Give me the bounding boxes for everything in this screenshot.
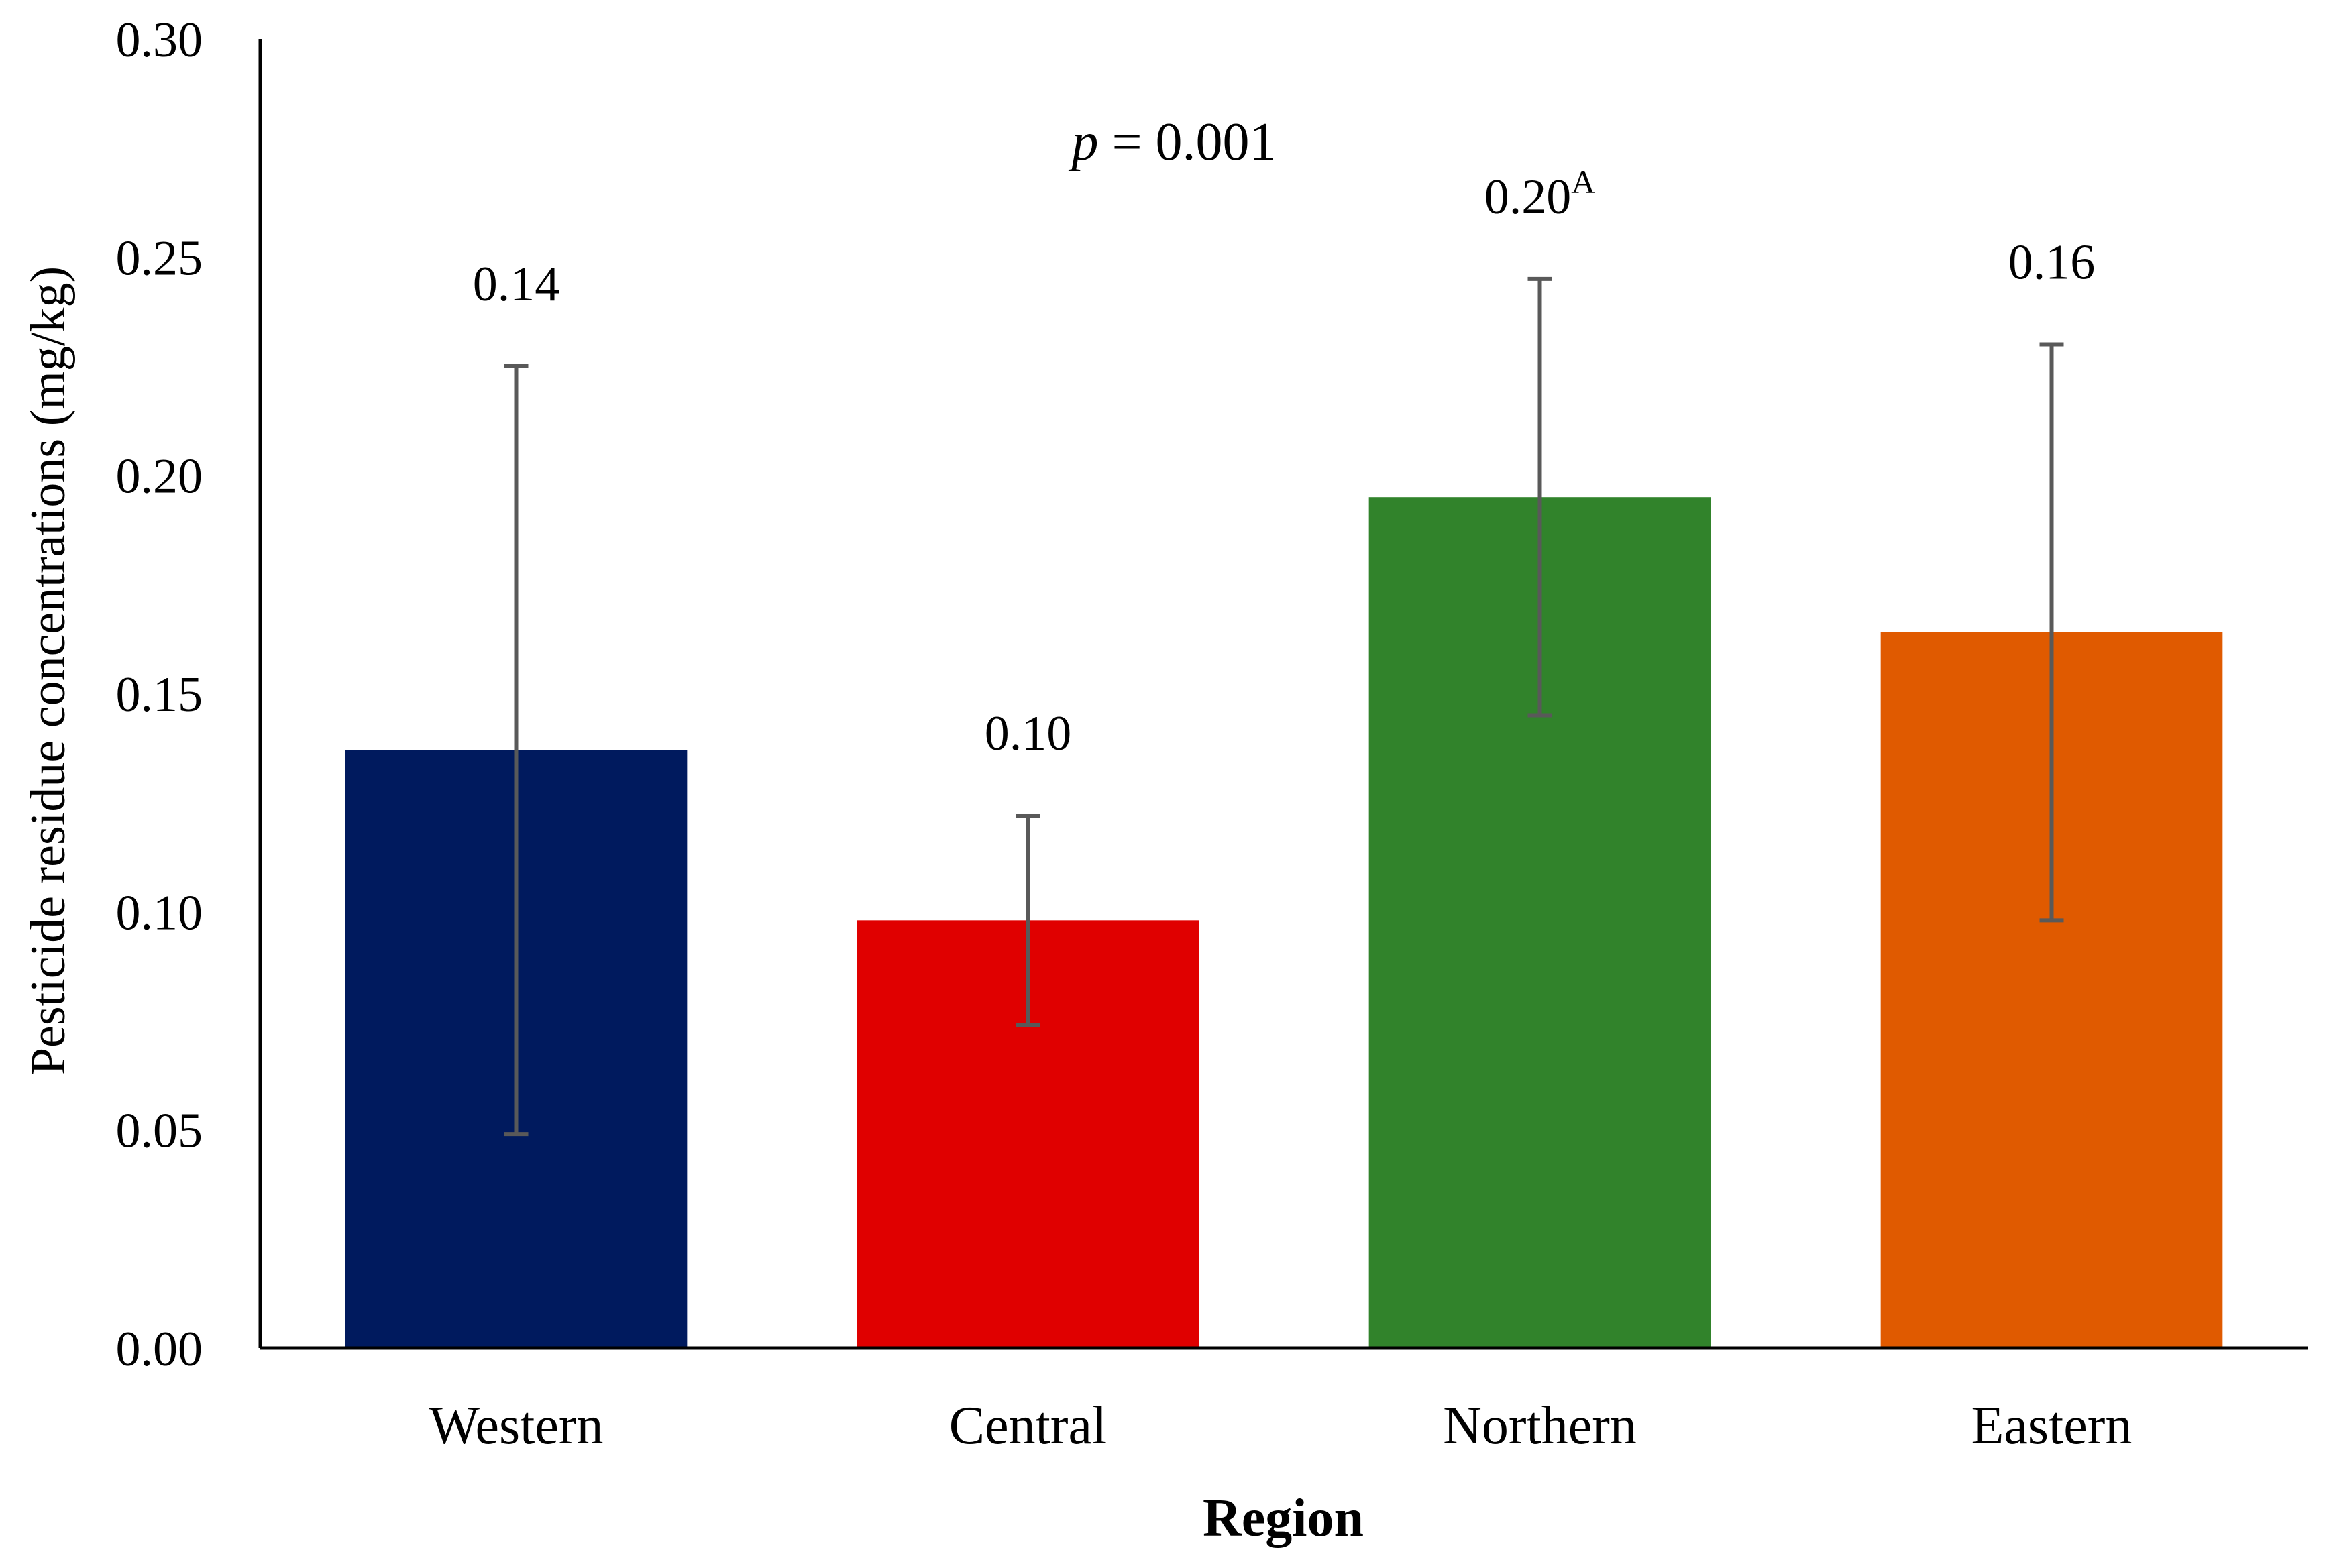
error-bar-eastern	[2039, 342, 2064, 923]
category-label-eastern: Eastern	[1971, 1396, 2132, 1455]
category-label-central: Central	[949, 1396, 1107, 1455]
data-label-central: 0.10	[985, 706, 1072, 761]
y-tick-label: 0.00	[116, 1322, 203, 1377]
y-tick-label: 0.05	[116, 1104, 203, 1159]
p-value-annotation: p = 0.001	[1068, 113, 1276, 172]
error-bar-western	[504, 364, 529, 1137]
error-bar-central	[1016, 814, 1040, 1027]
error-bar-northern	[1527, 276, 1552, 718]
bars-group	[345, 497, 2223, 1349]
x-axis-categories: Western Central Northern Eastern	[429, 1396, 2132, 1455]
y-tick-label: 0.20	[116, 449, 203, 504]
p-text: = 0.001	[1098, 113, 1276, 172]
y-tick-label: 0.15	[116, 667, 203, 722]
data-label-western: 0.14	[473, 257, 560, 312]
error-bars-group	[504, 276, 2064, 1137]
data-labels-group: 0.14 0.10 0.20A 0.16	[473, 163, 2096, 761]
category-label-western: Western	[429, 1396, 603, 1455]
y-axis-ticks: 0.00 0.05 0.10 0.15 0.20 0.25 0.30	[116, 13, 203, 1377]
data-label-northern: 0.20A	[1484, 163, 1596, 225]
y-tick-label: 0.10	[116, 885, 203, 940]
data-label-eastern: 0.16	[2008, 235, 2096, 290]
p-symbol: p	[1068, 113, 1098, 172]
x-axis-title: Region	[1203, 1489, 1364, 1548]
y-tick-label: 0.30	[116, 13, 203, 68]
category-label-northern: Northern	[1443, 1396, 1637, 1455]
y-tick-label: 0.25	[116, 231, 203, 286]
y-axis-title: Pesticide residue concentrations (mg/kg)	[21, 266, 76, 1075]
